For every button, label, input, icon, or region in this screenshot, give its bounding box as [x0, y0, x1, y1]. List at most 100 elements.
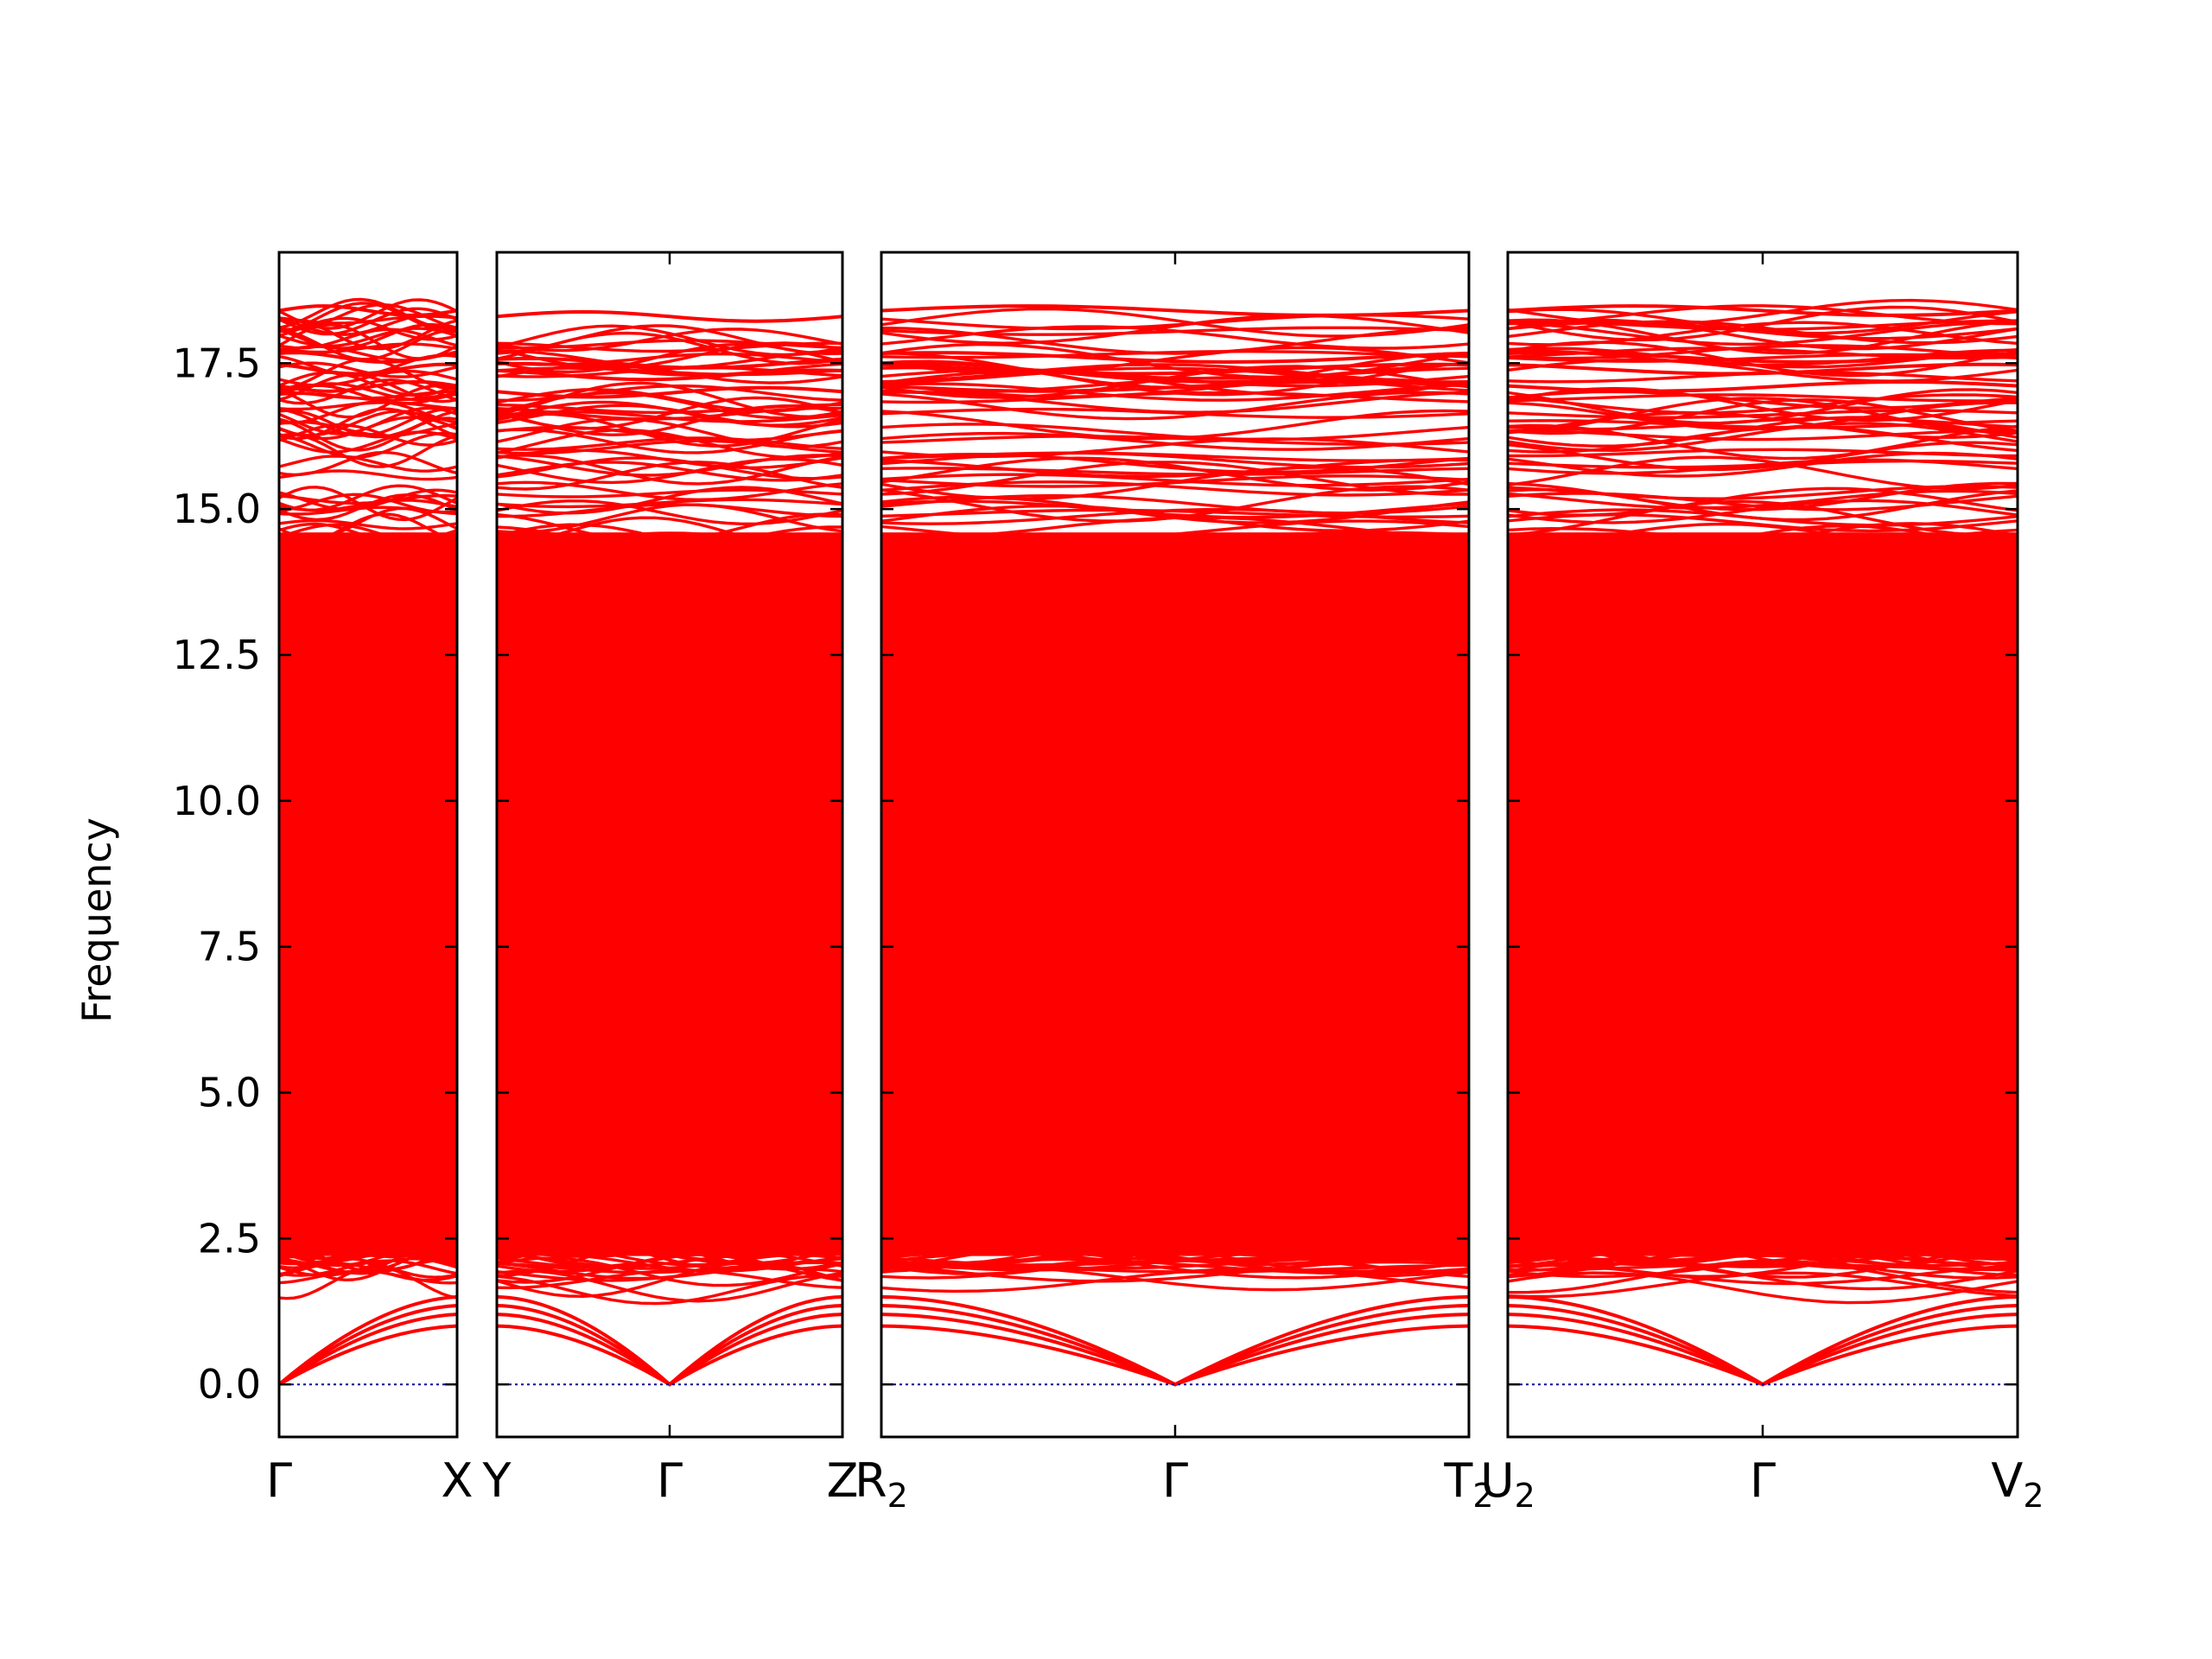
band-line — [279, 1243, 457, 1261]
band-line — [279, 407, 457, 441]
band-line — [497, 448, 842, 469]
band-line — [881, 1083, 1469, 1103]
band-line — [279, 1021, 457, 1033]
band-line — [497, 1128, 842, 1141]
band-line — [1508, 932, 2018, 945]
band-line — [497, 368, 842, 382]
band-line — [497, 657, 842, 680]
band-line — [497, 1224, 842, 1256]
band-line — [1508, 951, 2018, 969]
band-line — [497, 1223, 842, 1235]
band-line — [1508, 1248, 2018, 1258]
band-line — [497, 725, 842, 756]
band-line — [881, 671, 1469, 695]
band-line — [279, 450, 457, 477]
band-line — [1508, 351, 2018, 364]
acoustic-branch — [881, 1304, 1177, 1387]
band-line — [881, 841, 1469, 876]
band-line — [1508, 802, 2018, 825]
band-line — [881, 582, 1469, 604]
band-line — [279, 555, 457, 578]
y-tick-label: 10.0 — [173, 778, 261, 824]
band-line — [279, 1257, 457, 1275]
band-line — [279, 430, 457, 454]
band-line — [279, 900, 457, 913]
bands-layer — [279, 297, 2018, 1387]
band-line — [279, 1085, 457, 1109]
band-line — [1508, 499, 2018, 524]
band-line — [279, 733, 457, 757]
band-line — [881, 1229, 1469, 1257]
y-tick-label: 17.5 — [173, 340, 261, 386]
band-line — [1508, 1150, 2018, 1171]
y-tick-label: 7.5 — [198, 924, 261, 970]
band-line — [881, 655, 1469, 686]
y-axis-label: Frequency — [73, 817, 120, 1023]
band-line — [279, 1007, 457, 1037]
band-line — [1508, 645, 2018, 677]
band-line — [881, 664, 1469, 692]
band-line — [279, 1061, 457, 1087]
band-line — [1508, 485, 2018, 500]
band-line — [881, 760, 1469, 778]
band-line — [279, 401, 457, 411]
band-line — [1508, 760, 2018, 777]
band-line — [279, 493, 457, 514]
acoustic-branch — [497, 1324, 671, 1387]
band-line — [1508, 963, 2018, 981]
band-line — [1508, 964, 2018, 1000]
band-line — [497, 498, 842, 509]
band-line — [497, 1274, 842, 1306]
band-line — [497, 439, 842, 455]
band-line — [1508, 304, 2018, 326]
band-line — [279, 390, 457, 400]
band-line — [1508, 1271, 2018, 1305]
band-line — [1508, 397, 2018, 435]
band-line — [881, 362, 1469, 376]
band-line — [279, 1086, 457, 1116]
band-line — [497, 461, 842, 482]
band-line — [497, 531, 842, 550]
kpoint-label: Z — [827, 1453, 859, 1508]
kpoint-label: Γ — [1750, 1453, 1776, 1508]
band-line — [1508, 358, 2018, 383]
band-line — [279, 382, 457, 402]
acoustic-branch — [1761, 1304, 2018, 1387]
band-line — [497, 436, 842, 451]
band-line — [1508, 398, 2018, 435]
acoustic-branch — [1508, 1304, 1764, 1387]
band-line — [279, 973, 457, 990]
acoustic-branch — [1761, 1313, 2018, 1387]
band-line — [881, 837, 1469, 863]
band-line — [1508, 1014, 2018, 1027]
band-line — [497, 1261, 842, 1274]
acoustic-branch — [668, 1324, 842, 1387]
band-line — [279, 1104, 457, 1130]
band-line — [497, 324, 842, 357]
band-line — [279, 1240, 457, 1259]
band-line — [497, 385, 842, 399]
band-line — [497, 342, 842, 374]
band-line — [1508, 416, 2018, 448]
band-line — [497, 412, 842, 448]
kpoint-label: Γ — [1162, 1453, 1188, 1508]
band-line — [881, 877, 1469, 893]
band-line — [881, 1181, 1469, 1198]
band-line — [881, 453, 1469, 474]
band-line — [497, 488, 842, 499]
band-line — [881, 608, 1469, 622]
y-tick-label: 0.0 — [198, 1361, 261, 1408]
band-line — [1508, 362, 2018, 376]
band-line — [881, 622, 1469, 657]
band-line — [881, 1251, 1469, 1280]
band-line — [1508, 344, 2018, 360]
band-line — [279, 1013, 457, 1047]
band-line — [1508, 451, 2018, 478]
band-line — [1508, 1093, 2018, 1116]
band-line — [881, 407, 1469, 419]
band-line — [881, 1033, 1469, 1063]
acoustic-branch — [881, 1294, 1177, 1387]
acoustic-branch — [1173, 1294, 1469, 1387]
band-line — [497, 525, 842, 550]
band-line — [1508, 827, 2018, 865]
